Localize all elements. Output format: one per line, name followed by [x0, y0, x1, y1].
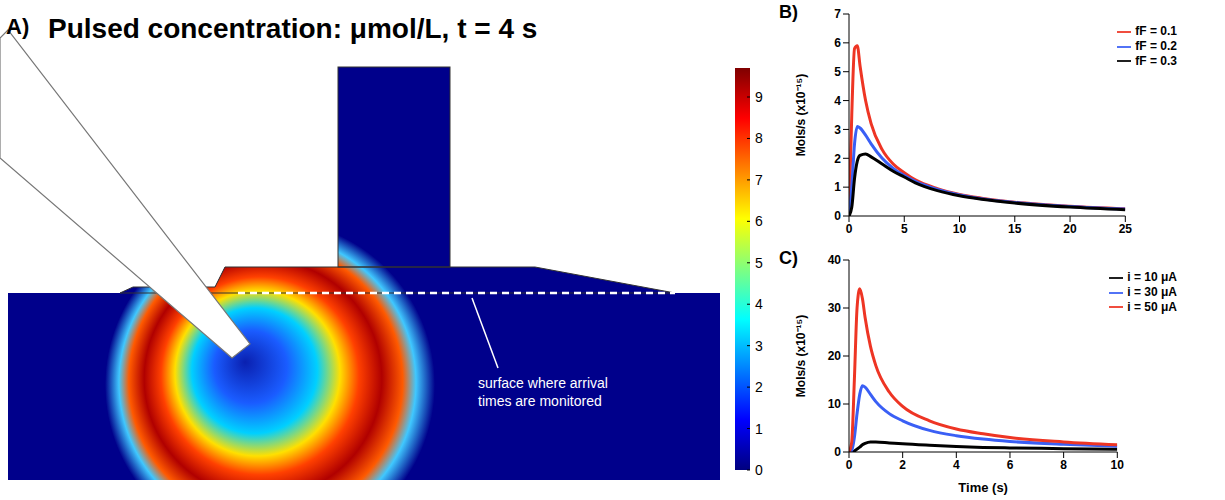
svg-text:7: 7 — [755, 172, 763, 188]
svg-text:2: 2 — [755, 379, 763, 395]
svg-text:5: 5 — [901, 222, 908, 236]
svg-text:5: 5 — [755, 255, 763, 271]
html-text:i = 30 μA: i = 30 μA — [1127, 284, 1177, 299]
svg-text:30: 30 — [828, 301, 842, 315]
svg-text:10: 10 — [1111, 458, 1125, 472]
svg-text:0: 0 — [834, 445, 841, 459]
html-text:C): C) — [779, 248, 798, 268]
svg-text:6: 6 — [1007, 458, 1014, 472]
svg-text:3: 3 — [834, 123, 841, 137]
svg-text:20: 20 — [828, 349, 842, 363]
svg-text:8: 8 — [1060, 458, 1067, 472]
svg-text:0: 0 — [834, 209, 841, 223]
svg-text:1: 1 — [755, 421, 763, 437]
svg-text:8: 8 — [755, 130, 763, 146]
svg-text:6: 6 — [834, 36, 841, 50]
svg-text:Pulsed concentration: μmol/L,: Pulsed concentration: μmol/L, t = 4 s — [48, 13, 537, 44]
svg-text:10: 10 — [953, 222, 967, 236]
html-text:fF = 0.3: fF = 0.3 — [1135, 53, 1177, 68]
html-text:i = 50 μA: i = 50 μA — [1127, 299, 1177, 314]
svg-text:A): A) — [6, 14, 29, 39]
html-text:B): B) — [779, 2, 798, 22]
svg-text:0: 0 — [755, 462, 763, 478]
svg-text:7: 7 — [834, 7, 841, 21]
html-text:i = 10 μA: i = 10 μA — [1127, 270, 1177, 284]
svg-text:3: 3 — [755, 338, 763, 354]
svg-text:2: 2 — [834, 152, 841, 166]
svg-text:6: 6 — [755, 213, 763, 229]
html-text:fF = 0.1: fF = 0.1 — [1135, 24, 1177, 38]
svg-text:10: 10 — [828, 397, 842, 411]
svg-text:15: 15 — [1008, 222, 1022, 236]
svg-text:40: 40 — [828, 253, 842, 267]
svg-text:Mols/s (x10⁻¹⁵): Mols/s (x10⁻¹⁵) — [794, 74, 808, 156]
html-text:fF = 0.2: fF = 0.2 — [1135, 38, 1177, 53]
svg-text:Mols/s (x10⁻¹⁵): Mols/s (x10⁻¹⁵) — [794, 315, 808, 397]
svg-text:9: 9 — [755, 89, 763, 105]
svg-text:Time (s): Time (s) — [958, 480, 1008, 495]
svg-text:4: 4 — [755, 296, 763, 312]
svg-text:4: 4 — [953, 458, 960, 472]
svg-text:surface where arrivaltimes are: surface where arrivaltimes are monitored — [478, 375, 608, 409]
svg-text:0: 0 — [846, 458, 853, 472]
svg-text:5: 5 — [834, 65, 841, 79]
svg-text:1: 1 — [834, 180, 841, 194]
svg-text:4: 4 — [834, 94, 841, 108]
svg-text:2: 2 — [899, 458, 906, 472]
svg-text:20: 20 — [1063, 222, 1077, 236]
svg-text:25: 25 — [1119, 222, 1133, 236]
svg-text:0: 0 — [846, 222, 853, 236]
